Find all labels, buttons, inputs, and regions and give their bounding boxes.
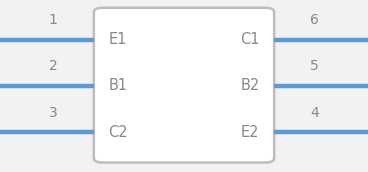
Text: B1: B1 — [109, 78, 128, 94]
Text: 3: 3 — [49, 106, 58, 120]
Text: E2: E2 — [241, 125, 259, 140]
FancyBboxPatch shape — [94, 8, 274, 163]
Text: 5: 5 — [310, 59, 319, 73]
Text: B2: B2 — [240, 78, 259, 94]
Text: C1: C1 — [240, 32, 259, 47]
Text: 4: 4 — [310, 106, 319, 120]
Text: E1: E1 — [109, 32, 127, 47]
Text: C2: C2 — [109, 125, 128, 140]
Text: 2: 2 — [49, 59, 58, 73]
Text: 6: 6 — [310, 13, 319, 27]
Text: 1: 1 — [49, 13, 58, 27]
